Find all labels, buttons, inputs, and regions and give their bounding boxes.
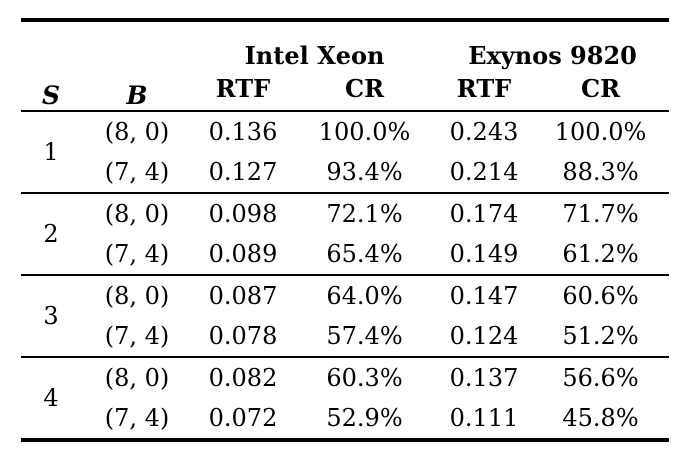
header-exynos-rtf: RTF (456, 73, 512, 103)
cell-b: (8, 0) (104, 118, 170, 146)
header-group-row: S B Intel Xeon Exynos 9820 (21, 20, 669, 110)
cell-intel-cr: 64.0% (326, 282, 403, 310)
cell-exynos-rtf: 0.137 (449, 364, 519, 392)
header-group-intel-xeon: Intel Xeon (244, 41, 385, 70)
table-row: 1 (8, 0) 0.136 100.0% 0.243 100.0% (21, 111, 669, 166)
cell-intel-rtf: 0.082 (208, 364, 278, 392)
header-s: S (41, 81, 61, 110)
cell-intel-cr: 60.3% (326, 364, 403, 392)
cell-s: 4 (43, 384, 59, 412)
cell-exynos-cr: 61.2% (562, 240, 639, 268)
cell-exynos-cr: 88.3% (562, 158, 639, 186)
cell-intel-rtf: 0.087 (208, 282, 278, 310)
cell-exynos-rtf: 0.124 (449, 322, 519, 350)
table-row: (7, 4) 0.072 52.9% 0.111 45.8% (21, 398, 669, 440)
header-group-exynos-9820: Exynos 9820 (468, 41, 637, 70)
cell-intel-cr: 100.0% (318, 118, 411, 146)
cell-intel-rtf: 0.078 (208, 322, 278, 350)
header-sub-row: RTF CR RTF CR (21, 70, 669, 111)
cell-intel-rtf: 0.089 (208, 240, 278, 268)
cell-exynos-cr: 45.8% (562, 404, 639, 432)
cell-exynos-rtf: 0.149 (449, 240, 519, 268)
cell-s: 3 (43, 302, 59, 330)
cell-intel-cr: 52.9% (326, 404, 403, 432)
cell-intel-rtf: 0.072 (208, 404, 278, 432)
table-row: (7, 4) 0.078 57.4% 0.124 51.2% (21, 316, 669, 357)
block-s1: 1 (8, 0) 0.136 100.0% 0.243 100.0% (7, 4… (21, 111, 670, 193)
cell-exynos-rtf: 0.243 (449, 118, 519, 146)
cell-exynos-cr: 100.0% (554, 118, 647, 146)
header-b: B (126, 81, 148, 110)
cell-exynos-cr: 56.6% (562, 364, 639, 392)
cell-b: (8, 0) (104, 200, 170, 228)
table-row: 2 (8, 0) 0.098 72.1% 0.174 71.7% (21, 193, 669, 248)
cell-exynos-rtf: 0.174 (449, 200, 519, 228)
cell-intel-rtf: 0.127 (208, 158, 278, 186)
block-s2: 2 (8, 0) 0.098 72.1% 0.174 71.7% (7, 4) … (21, 193, 670, 275)
block-s3: 3 (8, 0) 0.087 64.0% 0.147 60.6% (7, 4) … (21, 275, 670, 357)
cell-s: 1 (43, 138, 59, 166)
results-table: S B Intel Xeon Exynos 9820 RTF CR RTF CR… (21, 18, 670, 442)
cell-b: (7, 4) (104, 404, 170, 432)
cell-b: (7, 4) (104, 158, 170, 186)
cell-intel-cr: 65.4% (326, 240, 403, 268)
cell-exynos-cr: 71.7% (562, 200, 639, 228)
cell-intel-rtf: 0.098 (208, 200, 278, 228)
cell-b: (8, 0) (104, 282, 170, 310)
cell-intel-rtf: 0.136 (208, 118, 278, 146)
cell-intel-cr: 72.1% (326, 200, 403, 228)
header-intel-cr: CR (344, 73, 385, 103)
cell-b: (8, 0) (104, 364, 170, 392)
table-row: 3 (8, 0) 0.087 64.0% 0.147 60.6% (21, 275, 669, 330)
cell-s: 2 (43, 220, 59, 248)
header-intel-rtf: RTF (215, 73, 271, 103)
cell-b: (7, 4) (104, 240, 170, 268)
cell-exynos-rtf: 0.214 (449, 158, 519, 186)
cell-intel-cr: 93.4% (326, 158, 403, 186)
table-row: (7, 4) 0.089 65.4% 0.149 61.2% (21, 234, 669, 275)
cell-exynos-rtf: 0.111 (449, 404, 519, 432)
cell-intel-cr: 57.4% (326, 322, 403, 350)
table-row: (7, 4) 0.127 93.4% 0.214 88.3% (21, 152, 669, 193)
cell-b: (7, 4) (104, 322, 170, 350)
header-exynos-cr: CR (581, 73, 621, 103)
cell-exynos-cr: 60.6% (562, 282, 639, 310)
cell-exynos-rtf: 0.147 (449, 282, 519, 310)
block-s4: 4 (8, 0) 0.082 60.3% 0.137 56.6% (7, 4) … (21, 357, 670, 440)
table-row: 4 (8, 0) 0.082 60.3% 0.137 56.6% (21, 357, 669, 412)
cell-exynos-cr: 51.2% (562, 322, 639, 350)
table-header: S B Intel Xeon Exynos 9820 RTF CR RTF CR (21, 20, 670, 111)
